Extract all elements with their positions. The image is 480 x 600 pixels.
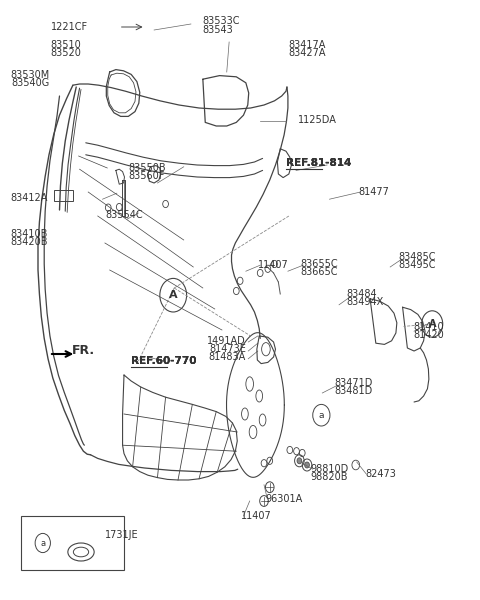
Text: 83420B: 83420B: [10, 237, 48, 247]
Text: 11407: 11407: [258, 260, 288, 270]
Text: REF.60-770: REF.60-770: [131, 356, 197, 366]
Text: 83410B: 83410B: [10, 229, 48, 239]
Text: 81473E: 81473E: [209, 344, 246, 354]
Text: 83655C: 83655C: [301, 259, 338, 269]
Text: 83560F: 83560F: [129, 171, 165, 181]
Text: A: A: [169, 290, 178, 300]
Text: 11407: 11407: [241, 511, 272, 521]
Text: a: a: [319, 410, 324, 420]
Text: 83510: 83510: [50, 40, 81, 50]
Text: REF.81-814: REF.81-814: [287, 158, 352, 168]
Text: 83481D: 83481D: [334, 386, 372, 395]
Text: 82473: 82473: [365, 469, 396, 479]
Text: 83540G: 83540G: [12, 78, 50, 88]
Text: 83533C: 83533C: [203, 16, 240, 26]
Text: 83543: 83543: [203, 25, 234, 35]
Text: REF.81-814: REF.81-814: [287, 158, 352, 168]
Text: A: A: [429, 319, 436, 329]
Text: 81477: 81477: [358, 187, 389, 197]
Circle shape: [297, 458, 302, 464]
Text: 1125DA: 1125DA: [299, 115, 337, 125]
Text: 83427A: 83427A: [289, 48, 326, 58]
Text: REF.60-770: REF.60-770: [131, 356, 197, 366]
Text: 83485C: 83485C: [399, 252, 436, 262]
Text: 83484: 83484: [346, 289, 377, 299]
Text: 83520: 83520: [50, 48, 81, 58]
Text: 83471D: 83471D: [334, 378, 372, 388]
Text: 81420: 81420: [413, 330, 444, 340]
Text: 83417A: 83417A: [289, 40, 326, 50]
Text: 81410: 81410: [413, 322, 444, 332]
Text: 83494X: 83494X: [346, 297, 384, 307]
Text: 83530M: 83530M: [11, 70, 50, 80]
Text: REF.60-770: REF.60-770: [131, 356, 197, 366]
Text: 83412A: 83412A: [10, 193, 48, 203]
Text: 83550B: 83550B: [129, 163, 167, 173]
Text: 96301A: 96301A: [265, 494, 302, 504]
Text: 1221CF: 1221CF: [51, 22, 88, 32]
Text: REF.81-814: REF.81-814: [287, 158, 352, 168]
Text: 98810D: 98810D: [311, 464, 348, 474]
Text: 98820B: 98820B: [311, 472, 348, 482]
Text: a: a: [40, 539, 45, 547]
Circle shape: [305, 462, 310, 468]
Text: 83495C: 83495C: [399, 260, 436, 269]
Text: 1731JE: 1731JE: [105, 530, 139, 540]
Text: 81483A: 81483A: [209, 352, 246, 362]
Text: 83665C: 83665C: [301, 267, 338, 277]
Text: 83554C: 83554C: [105, 210, 143, 220]
Text: FR.: FR.: [72, 344, 95, 358]
Text: 1491AD: 1491AD: [207, 336, 246, 346]
